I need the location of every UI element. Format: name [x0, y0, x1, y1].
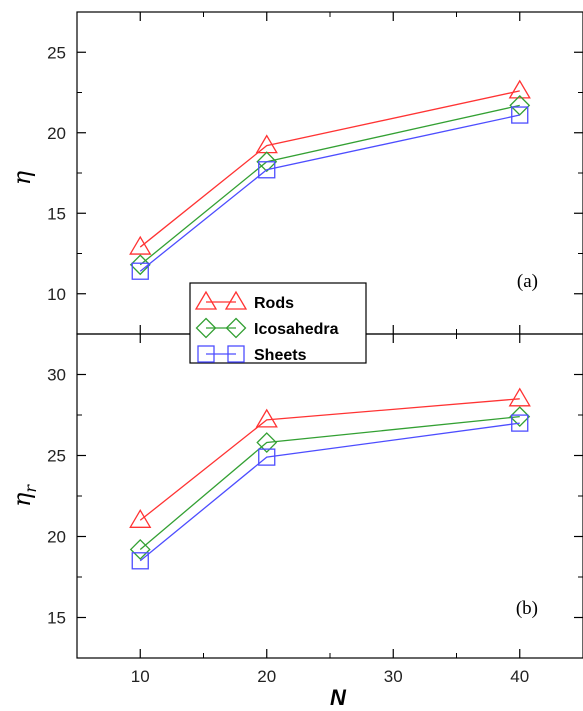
- panel-a-icosahedra-line: [139, 104, 520, 266]
- legend-rods-marker-left: [194, 290, 218, 310]
- panel-a-rods-point: [129, 235, 152, 255]
- panel-a-sheets-point: [511, 106, 529, 124]
- panel-b-rods-point: [508, 387, 531, 407]
- panel-a-rods-point: [508, 79, 531, 99]
- panel-b-icosahedra-line: [139, 415, 520, 550]
- legend-rods-label: Rods: [254, 295, 294, 312]
- legend-icosahedra-label: Icosahedra: [254, 321, 339, 338]
- panel-b-icosahedra-point: [129, 539, 151, 560]
- panel-a-label: (a): [517, 271, 538, 292]
- panel-b-icosahedra-point: [509, 406, 531, 428]
- panel-b-icosahedra-point: [256, 432, 278, 453]
- panel-b-rods-point: [129, 509, 152, 528]
- legend-icosahedra-marker-right: [225, 317, 247, 339]
- panel-a-rods-line: [139, 90, 520, 248]
- panel-b-frame: [76, 333, 583, 659]
- panel-b-plot: 10 20 30 40 15 20 25 30: [47, 334, 583, 686]
- panel-a-icosahedra-point: [509, 94, 531, 116]
- panel-a-icosahedra-point: [129, 254, 151, 276]
- panel-b-x-tick-label: 30: [384, 667, 403, 686]
- legend-icosahedra-marker-left: [195, 317, 217, 339]
- panel-a-y-tick-label: 10: [47, 285, 66, 304]
- panel-b-label: (b): [516, 598, 538, 619]
- panel-b-sheets-point: [511, 414, 529, 432]
- panel-a-ylabel: η: [8, 170, 36, 185]
- panel-a-sheets-line: [139, 114, 520, 272]
- panel-a-plot: 10 15 20 25: [47, 12, 583, 334]
- legend-sheets-marker-right: [227, 345, 245, 363]
- panel-b-sheets-line: [139, 422, 520, 562]
- panel-a-y-tick-label: 20: [47, 124, 66, 143]
- legend-rods-marker-right: [224, 290, 248, 310]
- panel-a-sheets-point: [131, 262, 149, 280]
- panel-a-y-tick-label: 15: [47, 204, 66, 223]
- legend-sheets-marker-left: [197, 345, 215, 363]
- panel-b-x-tick-label: 40: [510, 667, 529, 686]
- panel-a-sheets-point: [258, 161, 276, 179]
- panel-b-y-tick-label: 15: [47, 609, 66, 628]
- panel-b-y-tick-label: 20: [47, 528, 66, 547]
- panel-b-rods-line: [139, 398, 520, 521]
- legend-sheets-label: Sheets: [254, 347, 307, 364]
- panel-b-x-tick-label: 10: [131, 667, 150, 686]
- panel-b-y-tick-label: 25: [47, 447, 66, 466]
- legend: Rods Icosahedra Sheets: [189, 282, 367, 364]
- x-axis-title: N: [330, 685, 347, 710]
- panel-b-sheets-point: [258, 448, 276, 466]
- panel-b-y-tick-label: 30: [47, 366, 66, 385]
- panel-b-rods-point: [255, 408, 278, 428]
- panel-a-icosahedra-point: [256, 151, 278, 173]
- panel-b-sheets-point: [131, 552, 149, 570]
- panel-b-ylabel: ηr: [8, 484, 40, 507]
- panel-b-ylabel-subscript: r: [21, 484, 40, 493]
- panel-b-x-tick-label: 20: [257, 667, 276, 686]
- panel-a-y-tick-label: 25: [47, 43, 66, 62]
- legend-box: [189, 282, 367, 364]
